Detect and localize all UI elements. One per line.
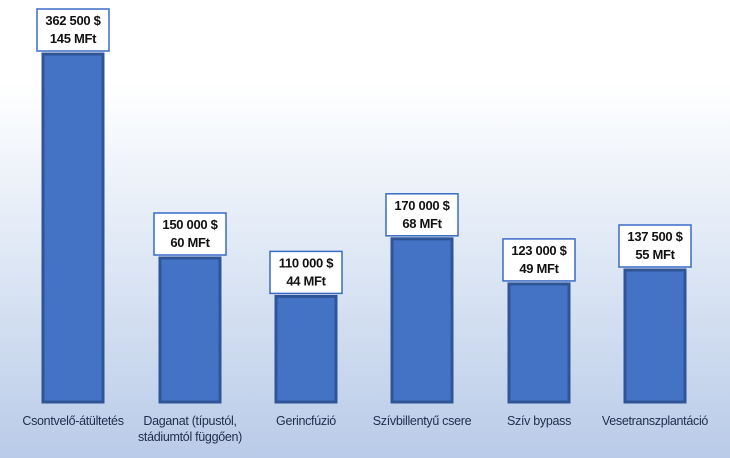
data-label-usd: 110 000 $ <box>279 255 334 270</box>
category-label-2: Gerincfúzió <box>276 414 337 428</box>
category-label-line: stádiumtól függően) <box>138 430 242 444</box>
data-label-usd: 123 000 $ <box>511 243 567 258</box>
data-label-usd: 137 500 $ <box>627 229 683 244</box>
data-label-usd: 170 000 $ <box>394 198 450 213</box>
category-label-0: Csontvelő-átültetés <box>22 414 124 428</box>
data-label-huf: 68 MFt <box>402 216 442 231</box>
data-label-box <box>502 238 576 282</box>
data-label-0: 362 500 $ 145 MFt <box>36 8 110 52</box>
data-label-box <box>385 193 459 237</box>
bars-group <box>41 52 687 404</box>
category-label-5: Vesetranszplantáció <box>602 414 709 428</box>
data-label-usd: 150 000 $ <box>162 217 218 232</box>
data-labels-group: 362 500 $ 145 MFt 150 000 $ 60 MFt 110 000 $… <box>36 8 692 295</box>
data-label-usd: 362 500 $ <box>45 13 101 28</box>
category-label-line: Szív bypass <box>507 414 571 428</box>
bar-2 <box>274 294 338 404</box>
category-label-1: Daganat (típustól, stádiumtól függően) <box>138 414 243 444</box>
category-label-line: Csontvelő-átültetés <box>22 414 123 428</box>
data-label-box <box>153 212 227 256</box>
data-label-huf: 60 MFt <box>170 235 210 250</box>
data-label-1: 150 000 $ 60 MFt <box>153 212 227 256</box>
bar-4 <box>507 282 571 404</box>
data-label-box <box>36 8 110 52</box>
bar-5 <box>623 268 687 404</box>
data-label-huf: 55 MFt <box>635 247 675 262</box>
data-label-box <box>269 250 343 295</box>
bar-1 <box>158 256 222 404</box>
data-label-huf: 145 MFt <box>50 31 97 46</box>
data-label-4: 123 000 $ 49 MFt <box>502 238 576 282</box>
category-label-line: Vesetranszplantáció <box>602 414 709 428</box>
data-label-5: 137 500 $ 55 MFt <box>618 224 692 268</box>
category-label-line: Szívbillentyű csere <box>373 414 472 428</box>
data-label-box <box>618 224 692 268</box>
bar-0 <box>41 52 105 404</box>
data-label-huf: 49 MFt <box>519 261 559 276</box>
category-labels-group: Csontvelő-átültetés Daganat (típustól, stá… <box>22 414 708 444</box>
data-label-3: 170 000 $ 68 MFt <box>385 193 459 237</box>
category-label-3: Szívbillentyű csere <box>373 414 472 428</box>
data-label-huf: 44 MFt <box>286 273 326 288</box>
bar-3 <box>390 237 454 404</box>
category-label-line: Gerincfúzió <box>276 414 336 428</box>
category-label-4: Szív bypass <box>507 414 571 428</box>
data-label-2: 110 000 $ 44 MFt <box>269 250 343 295</box>
category-label-line: Daganat (típustól, <box>143 414 236 428</box>
